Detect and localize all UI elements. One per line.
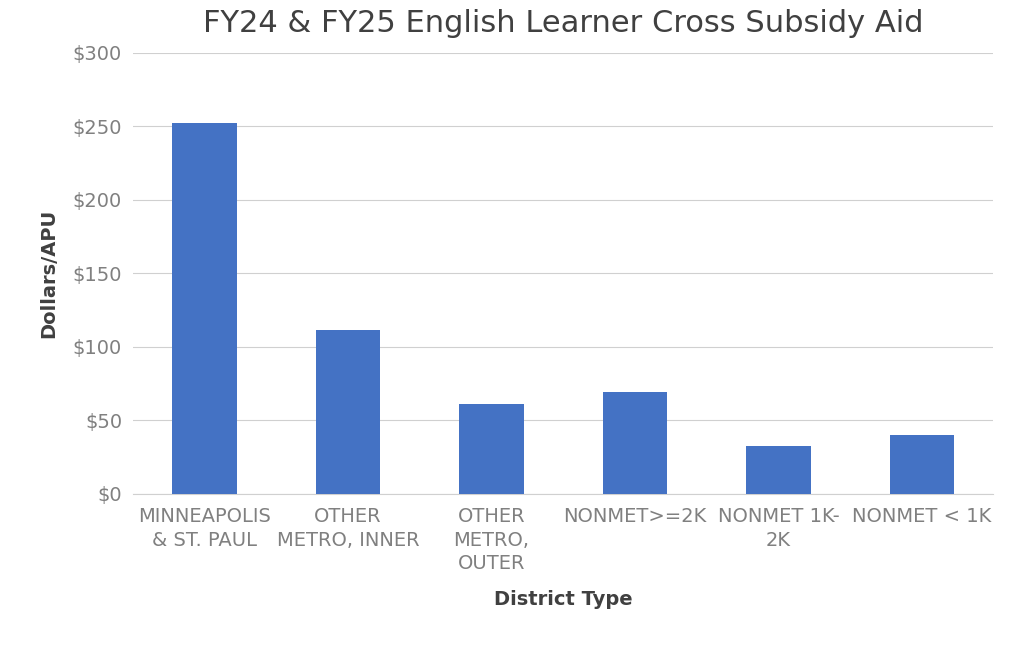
Bar (890, 435, 954, 494)
X-axis label: District Type: District Type (494, 590, 633, 609)
Bar (172, 123, 237, 493)
Bar (746, 447, 811, 494)
Bar (315, 330, 380, 494)
Bar (603, 392, 668, 494)
Bar (459, 404, 523, 494)
Title: FY24 & FY25 English Learner Cross Subsidy Aid: FY24 & FY25 English Learner Cross Subsid… (203, 9, 924, 38)
Y-axis label: Dollars/APU: Dollars/APU (40, 209, 58, 338)
